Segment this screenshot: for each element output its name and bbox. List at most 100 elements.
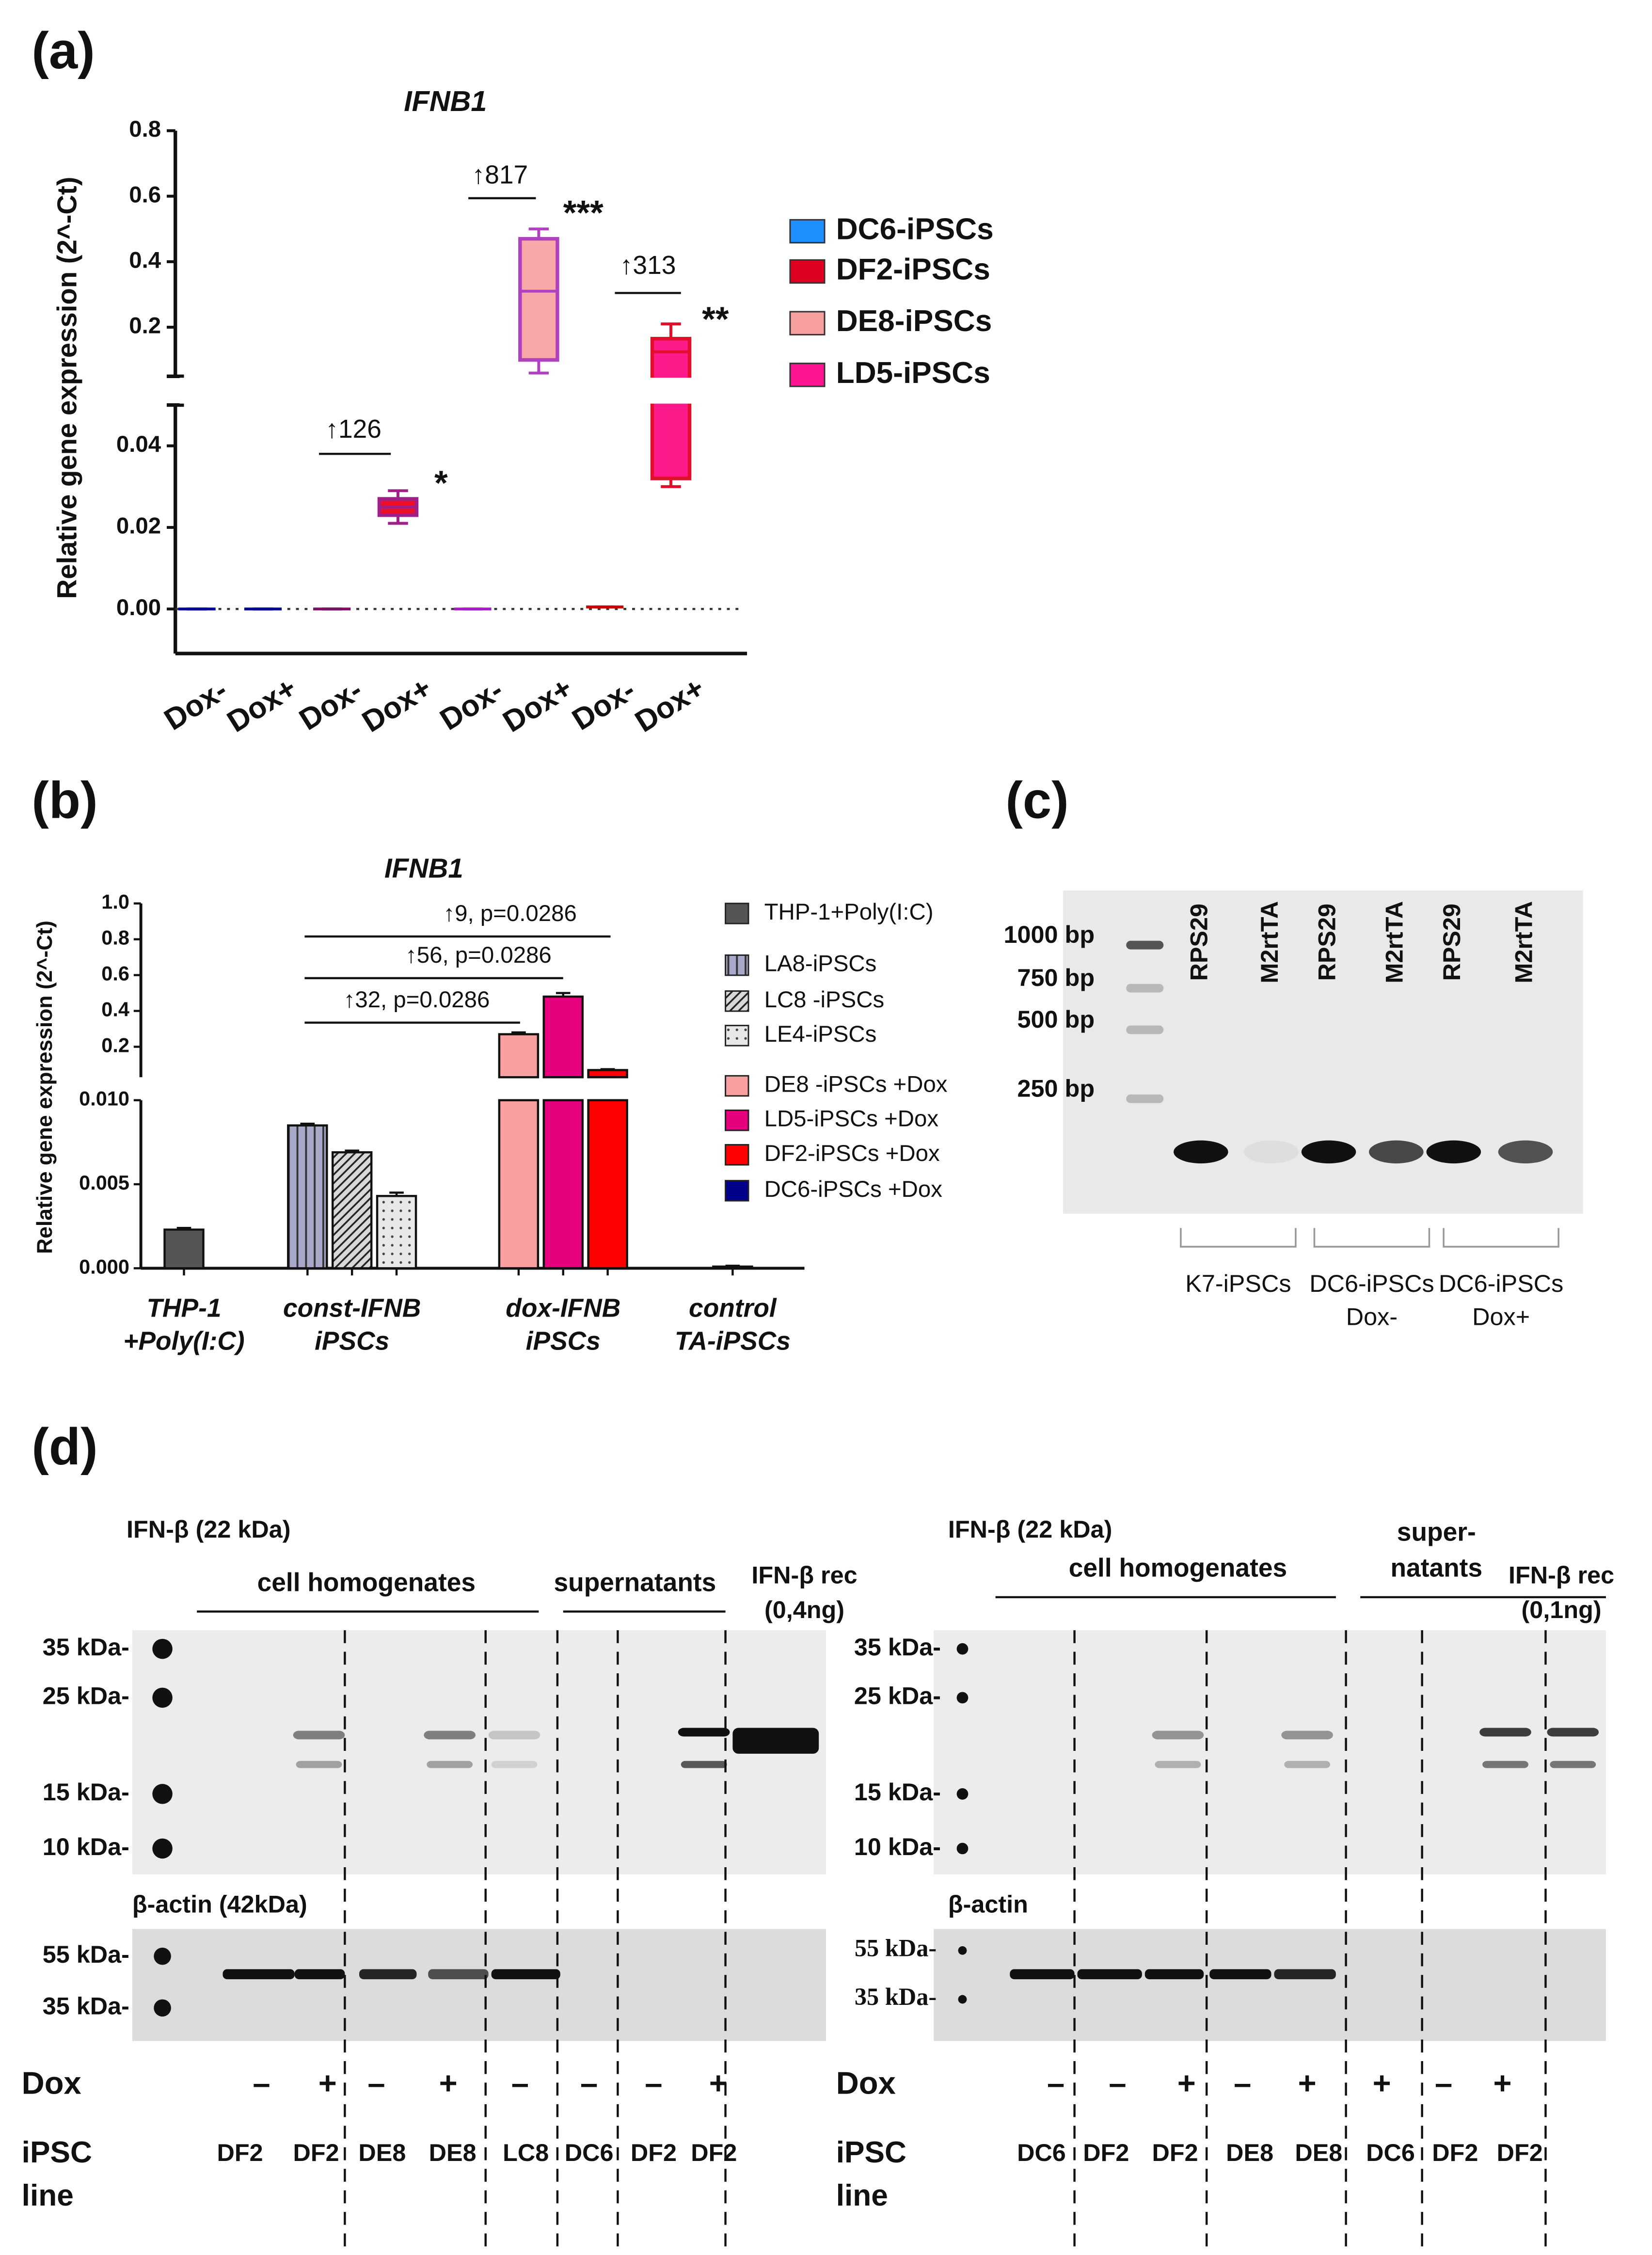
y-tick-label: 0.02 — [116, 513, 161, 539]
ladder-label: 250 bp — [1017, 1074, 1095, 1102]
lane-name: DE8 — [358, 2139, 406, 2166]
line-label: line — [836, 2179, 888, 2212]
x-tick-label: Dox+ — [497, 671, 578, 739]
legend-label: LA8-iPSCs — [764, 951, 877, 977]
dox-sign: – — [367, 2065, 385, 2101]
group-label: DC6-iPSCs — [1439, 1270, 1563, 1297]
annotation: * — [434, 464, 448, 502]
x-tick-label: Dox- — [434, 673, 509, 737]
legend-swatch — [725, 903, 749, 924]
group-label: Dox+ — [1472, 1302, 1530, 1330]
panel-label: (d) — [32, 1417, 97, 1476]
marker-label: 35 kDa- — [855, 1983, 937, 2010]
blot-band — [1550, 1761, 1596, 1768]
lane-label: RPS29 — [1313, 904, 1340, 981]
blot-section: cell homogenates — [1069, 1554, 1287, 1583]
dox-sign: + — [1373, 2065, 1391, 2101]
lane-label: M2rtTA — [1509, 901, 1537, 984]
dox-sign: + — [439, 2065, 458, 2101]
marker-label: 35 kDa- — [43, 1633, 129, 1661]
x-category-label: const-IFNB — [283, 1294, 421, 1322]
actin-band — [1077, 1969, 1142, 1980]
dox-sign: – — [1047, 2065, 1064, 2101]
dox-sign: – — [1234, 2065, 1251, 2101]
actin-band — [1209, 1969, 1271, 1980]
bar — [587, 1069, 628, 1079]
chart-title: IFNB1 — [404, 85, 487, 117]
legend-label: LC8 -iPSCs — [764, 987, 885, 1013]
chart-title: IFNB1 — [384, 853, 463, 883]
lane-name: DF2 — [631, 2139, 677, 2166]
marker-label: 35 kDa- — [43, 1992, 129, 2020]
y-tick-label: 0.4 — [101, 998, 129, 1020]
legend-swatch — [789, 259, 826, 284]
y-tick-label: 0.4 — [129, 247, 161, 273]
marker-label: 55 kDa- — [855, 1934, 937, 1961]
gel-band — [1301, 1140, 1356, 1164]
y-tick-label: 1.0 — [101, 890, 129, 913]
bar — [163, 1228, 205, 1270]
lane-name: DF2 — [1497, 2139, 1543, 2166]
dox-sign: + — [318, 2065, 337, 2101]
marker-dot — [956, 1788, 969, 1800]
x-category-label: THP-1 — [146, 1294, 221, 1322]
bar — [542, 995, 584, 1079]
loading-label: β-actin — [948, 1890, 1028, 1918]
panel-label: (c) — [1005, 771, 1068, 829]
box — [650, 336, 692, 480]
dox-label: Dox — [22, 2065, 81, 2101]
axis-break-gap — [143, 1079, 808, 1099]
y-tick-label: 0.00 — [116, 595, 161, 620]
lane-name: DE8 — [1295, 2139, 1342, 2166]
legend-swatch — [725, 1180, 749, 1202]
marker-label: 25 kDa- — [43, 1682, 129, 1710]
blot-rec-label: IFN-β rec — [751, 1561, 857, 1589]
panel-label: (b) — [32, 771, 97, 829]
legend-label: DC6-iPSCs — [836, 212, 994, 246]
ladder-label: 1000 bp — [1004, 921, 1095, 948]
group-label: DC6-iPSCs — [1309, 1270, 1434, 1297]
lane-name: DC6 — [1017, 2139, 1066, 2166]
x-category-label: dox-IFNB — [506, 1294, 620, 1322]
lane-label: RPS29 — [1438, 904, 1465, 981]
legend-swatch — [725, 990, 749, 1012]
legend-swatch — [789, 311, 826, 335]
legend-swatch — [725, 1075, 749, 1097]
y-tick-label: 0.6 — [101, 962, 129, 985]
loading-label: β-actin (42kDa) — [132, 1890, 307, 1918]
y-axis-label: Relative gene expression (2^-Ct) — [51, 176, 82, 599]
actin-band — [294, 1969, 345, 1980]
marker-label: 10 kDa- — [854, 1833, 941, 1860]
actin-band — [491, 1969, 560, 1980]
marker-dot — [154, 1947, 171, 1965]
legend-label: DF2-iPSCs — [836, 253, 990, 286]
marker-dot — [152, 1784, 173, 1804]
legend-label: LE4-iPSCs — [764, 1021, 877, 1047]
blot-target: IFN-β (22 kDa) — [127, 1515, 291, 1543]
lane-label: M2rtTA — [1255, 901, 1283, 984]
legend-label: DE8 -iPSCs +Dox — [764, 1072, 948, 1097]
y-tick-label: 0.010 — [79, 1087, 129, 1110]
blot-band — [293, 1731, 345, 1740]
bar — [331, 1151, 373, 1270]
dox-sign: – — [253, 2065, 270, 2101]
blot-band — [678, 1728, 730, 1737]
blot-band — [1284, 1761, 1331, 1768]
marker-label: 55 kDa- — [43, 1940, 129, 1968]
dox-sign: – — [1435, 2065, 1452, 2101]
actin-band — [428, 1969, 489, 1980]
legend-swatch — [725, 1144, 749, 1166]
blot-rec-label: (0,4ng) — [764, 1596, 844, 1623]
x-category-label: iPSCs — [315, 1327, 389, 1356]
blot-band — [1479, 1728, 1531, 1737]
line-label: iPSC — [836, 2136, 906, 2169]
dox-sign: – — [580, 2065, 598, 2101]
blot-band — [1152, 1731, 1204, 1740]
group-bracket — [1180, 1228, 1297, 1248]
gel-band — [1174, 1140, 1228, 1164]
group-bracket — [1443, 1228, 1559, 1248]
group-label: Dox- — [1346, 1302, 1398, 1330]
y-tick-label: 0.2 — [129, 313, 161, 339]
